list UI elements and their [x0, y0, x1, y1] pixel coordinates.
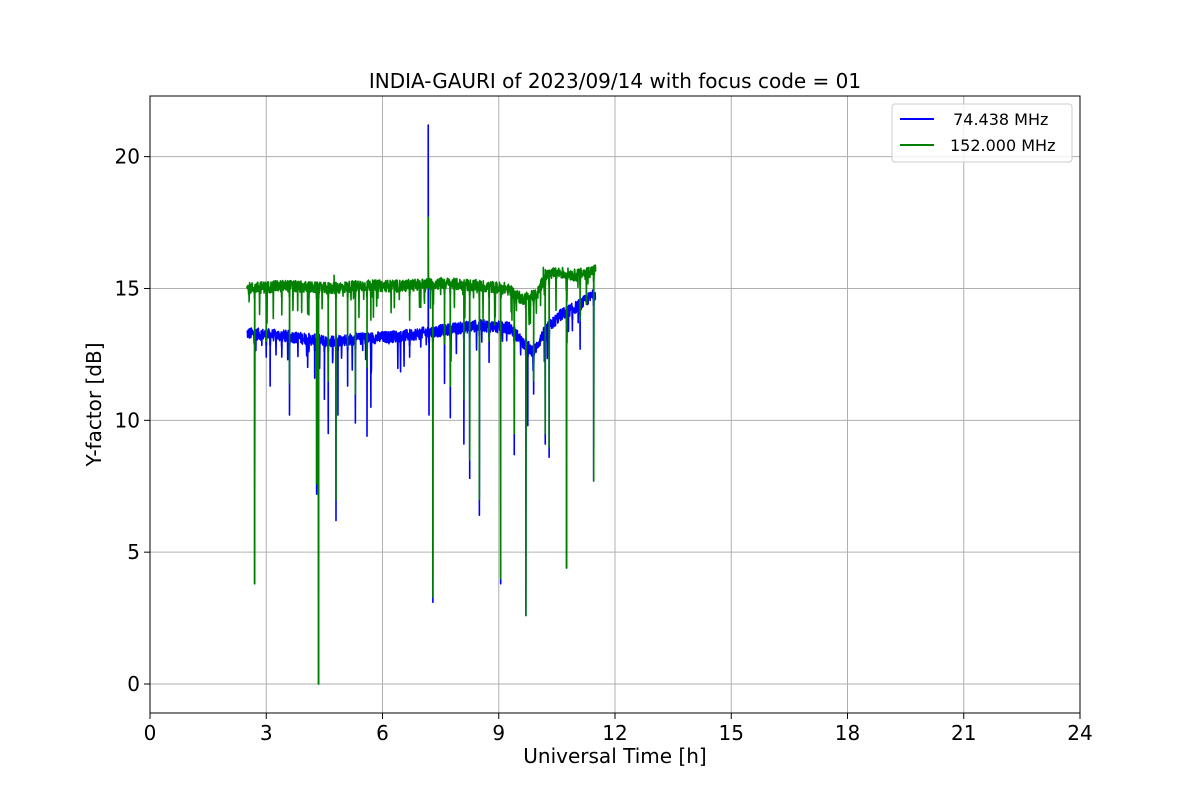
legend: 74.438 MHz 152.000 MHz	[891, 103, 1073, 163]
x-tick-label: 12	[602, 721, 627, 745]
x-tick-label: 3	[260, 721, 273, 745]
series-layer	[246, 124, 597, 685]
y-tick-label: 5	[127, 540, 140, 564]
series-line-0	[246, 124, 597, 685]
chart-title: INDIA-GAURI of 2023/09/14 with focus cod…	[369, 69, 861, 93]
y-axis-label: Y-factor [dB]	[82, 342, 106, 467]
legend-box	[891, 103, 1073, 163]
legend-label-74mhz: 74.438 MHz	[948, 110, 1048, 129]
x-tick-label: 0	[144, 721, 157, 745]
x-tick-label: 9	[492, 721, 505, 745]
y-tick-label: 20	[115, 145, 140, 169]
series-line-1	[246, 216, 597, 685]
x-tick-label: 15	[719, 721, 744, 745]
y-tick-label: 15	[115, 276, 140, 300]
x-axis: 0 3 6 9 12 15 18 21 24	[144, 713, 1093, 745]
x-tick-label: 24	[1067, 721, 1092, 745]
legend-label-152mhz: 152.000 MHz	[950, 136, 1055, 155]
y-axis: 0 5 10 15 20	[115, 145, 150, 696]
y-tick-label: 0	[127, 672, 140, 696]
x-axis-label: Universal Time [h]	[523, 744, 706, 768]
x-tick-label: 6	[376, 721, 389, 745]
x-tick-label: 18	[835, 721, 860, 745]
y-tick-label: 10	[115, 408, 140, 432]
x-tick-label: 21	[951, 721, 976, 745]
